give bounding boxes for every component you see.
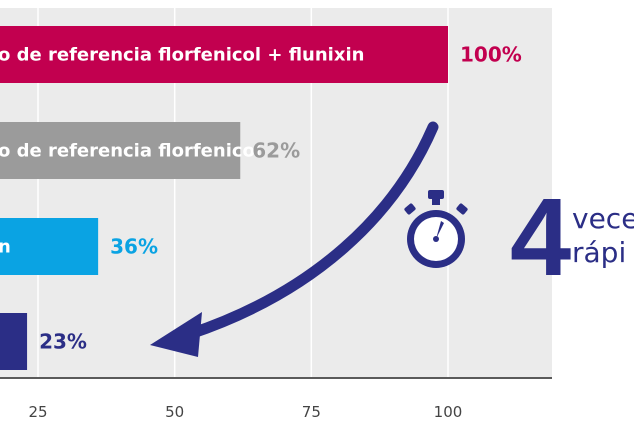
x-tick-labels: 25 50 75 100 — [28, 403, 462, 421]
bar-value-label: 100% — [460, 43, 522, 67]
bar-label: o de referencia florfenicol — [0, 141, 261, 162]
bar — [0, 26, 448, 83]
x-tick-label: 50 — [165, 403, 184, 421]
bar — [0, 313, 28, 370]
bar-value-label: 23% — [39, 330, 87, 354]
callout-text-line1: vece — [572, 202, 634, 235]
bars: o de referencia florfenicol + flunixin 10… — [0, 26, 522, 370]
x-tick-label: 75 — [302, 403, 321, 421]
bar-label: n — [0, 237, 11, 258]
bar-value-label: 36% — [110, 235, 158, 259]
callout-number: 4 — [510, 176, 571, 299]
x-tick-label: 100 — [434, 403, 463, 421]
stopwatch-icon — [404, 190, 468, 268]
callout-text-line2: rápi — [572, 236, 626, 269]
bar — [0, 122, 241, 179]
x-tick-label: 25 — [28, 403, 47, 421]
bar-label: o de referencia florfenicol + flunixin — [0, 45, 364, 66]
bar — [0, 218, 99, 275]
bar-value-label: 62% — [252, 139, 300, 163]
curved-arrow-icon — [150, 121, 439, 357]
